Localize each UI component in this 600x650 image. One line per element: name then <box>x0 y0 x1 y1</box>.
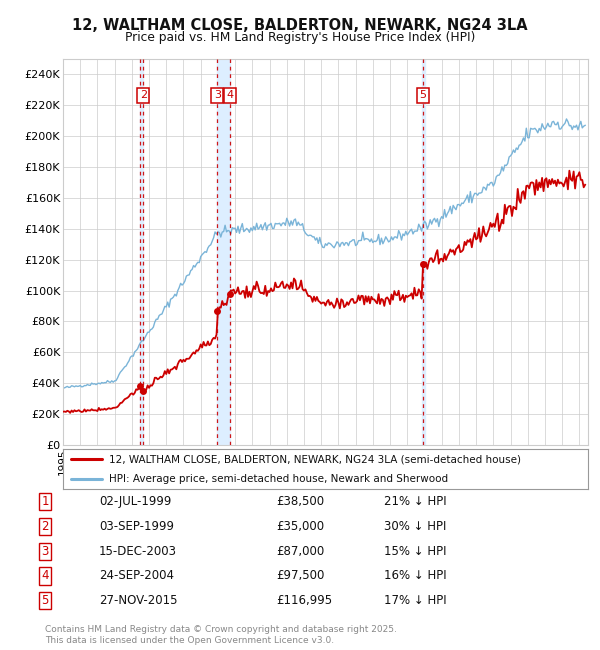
Text: 24-SEP-2004: 24-SEP-2004 <box>99 569 174 582</box>
Text: 5: 5 <box>419 90 426 100</box>
Bar <box>140 58 143 445</box>
Text: Price paid vs. HM Land Registry's House Price Index (HPI): Price paid vs. HM Land Registry's House … <box>125 31 475 44</box>
Text: 3: 3 <box>214 90 221 100</box>
Text: 3: 3 <box>41 545 49 558</box>
Text: 30% ↓ HPI: 30% ↓ HPI <box>384 520 446 533</box>
Text: 12, WALTHAM CLOSE, BALDERTON, NEWARK, NG24 3LA (semi-detached house): 12, WALTHAM CLOSE, BALDERTON, NEWARK, NG… <box>109 454 521 464</box>
Text: £35,000: £35,000 <box>276 520 324 533</box>
Text: 15-DEC-2003: 15-DEC-2003 <box>99 545 177 558</box>
Text: 17% ↓ HPI: 17% ↓ HPI <box>384 594 446 607</box>
Text: £38,500: £38,500 <box>276 495 324 508</box>
Text: 21% ↓ HPI: 21% ↓ HPI <box>384 495 446 508</box>
Text: £87,000: £87,000 <box>276 545 324 558</box>
Text: 02-JUL-1999: 02-JUL-1999 <box>99 495 172 508</box>
Text: 12, WALTHAM CLOSE, BALDERTON, NEWARK, NG24 3LA: 12, WALTHAM CLOSE, BALDERTON, NEWARK, NG… <box>72 18 528 33</box>
Text: 4: 4 <box>227 90 234 100</box>
Text: 27-NOV-2015: 27-NOV-2015 <box>99 594 178 607</box>
Text: 03-SEP-1999: 03-SEP-1999 <box>99 520 174 533</box>
Text: Contains HM Land Registry data © Crown copyright and database right 2025.
This d: Contains HM Land Registry data © Crown c… <box>45 625 397 645</box>
Text: 15% ↓ HPI: 15% ↓ HPI <box>384 545 446 558</box>
Text: HPI: Average price, semi-detached house, Newark and Sherwood: HPI: Average price, semi-detached house,… <box>109 474 448 484</box>
Text: 5: 5 <box>41 594 49 607</box>
Bar <box>217 58 230 445</box>
Text: 4: 4 <box>41 569 49 582</box>
Text: £116,995: £116,995 <box>276 594 332 607</box>
Text: £97,500: £97,500 <box>276 569 325 582</box>
Text: 2: 2 <box>140 90 147 100</box>
Text: 1: 1 <box>41 495 49 508</box>
Bar <box>422 58 425 445</box>
Text: 16% ↓ HPI: 16% ↓ HPI <box>384 569 446 582</box>
Text: 2: 2 <box>41 520 49 533</box>
